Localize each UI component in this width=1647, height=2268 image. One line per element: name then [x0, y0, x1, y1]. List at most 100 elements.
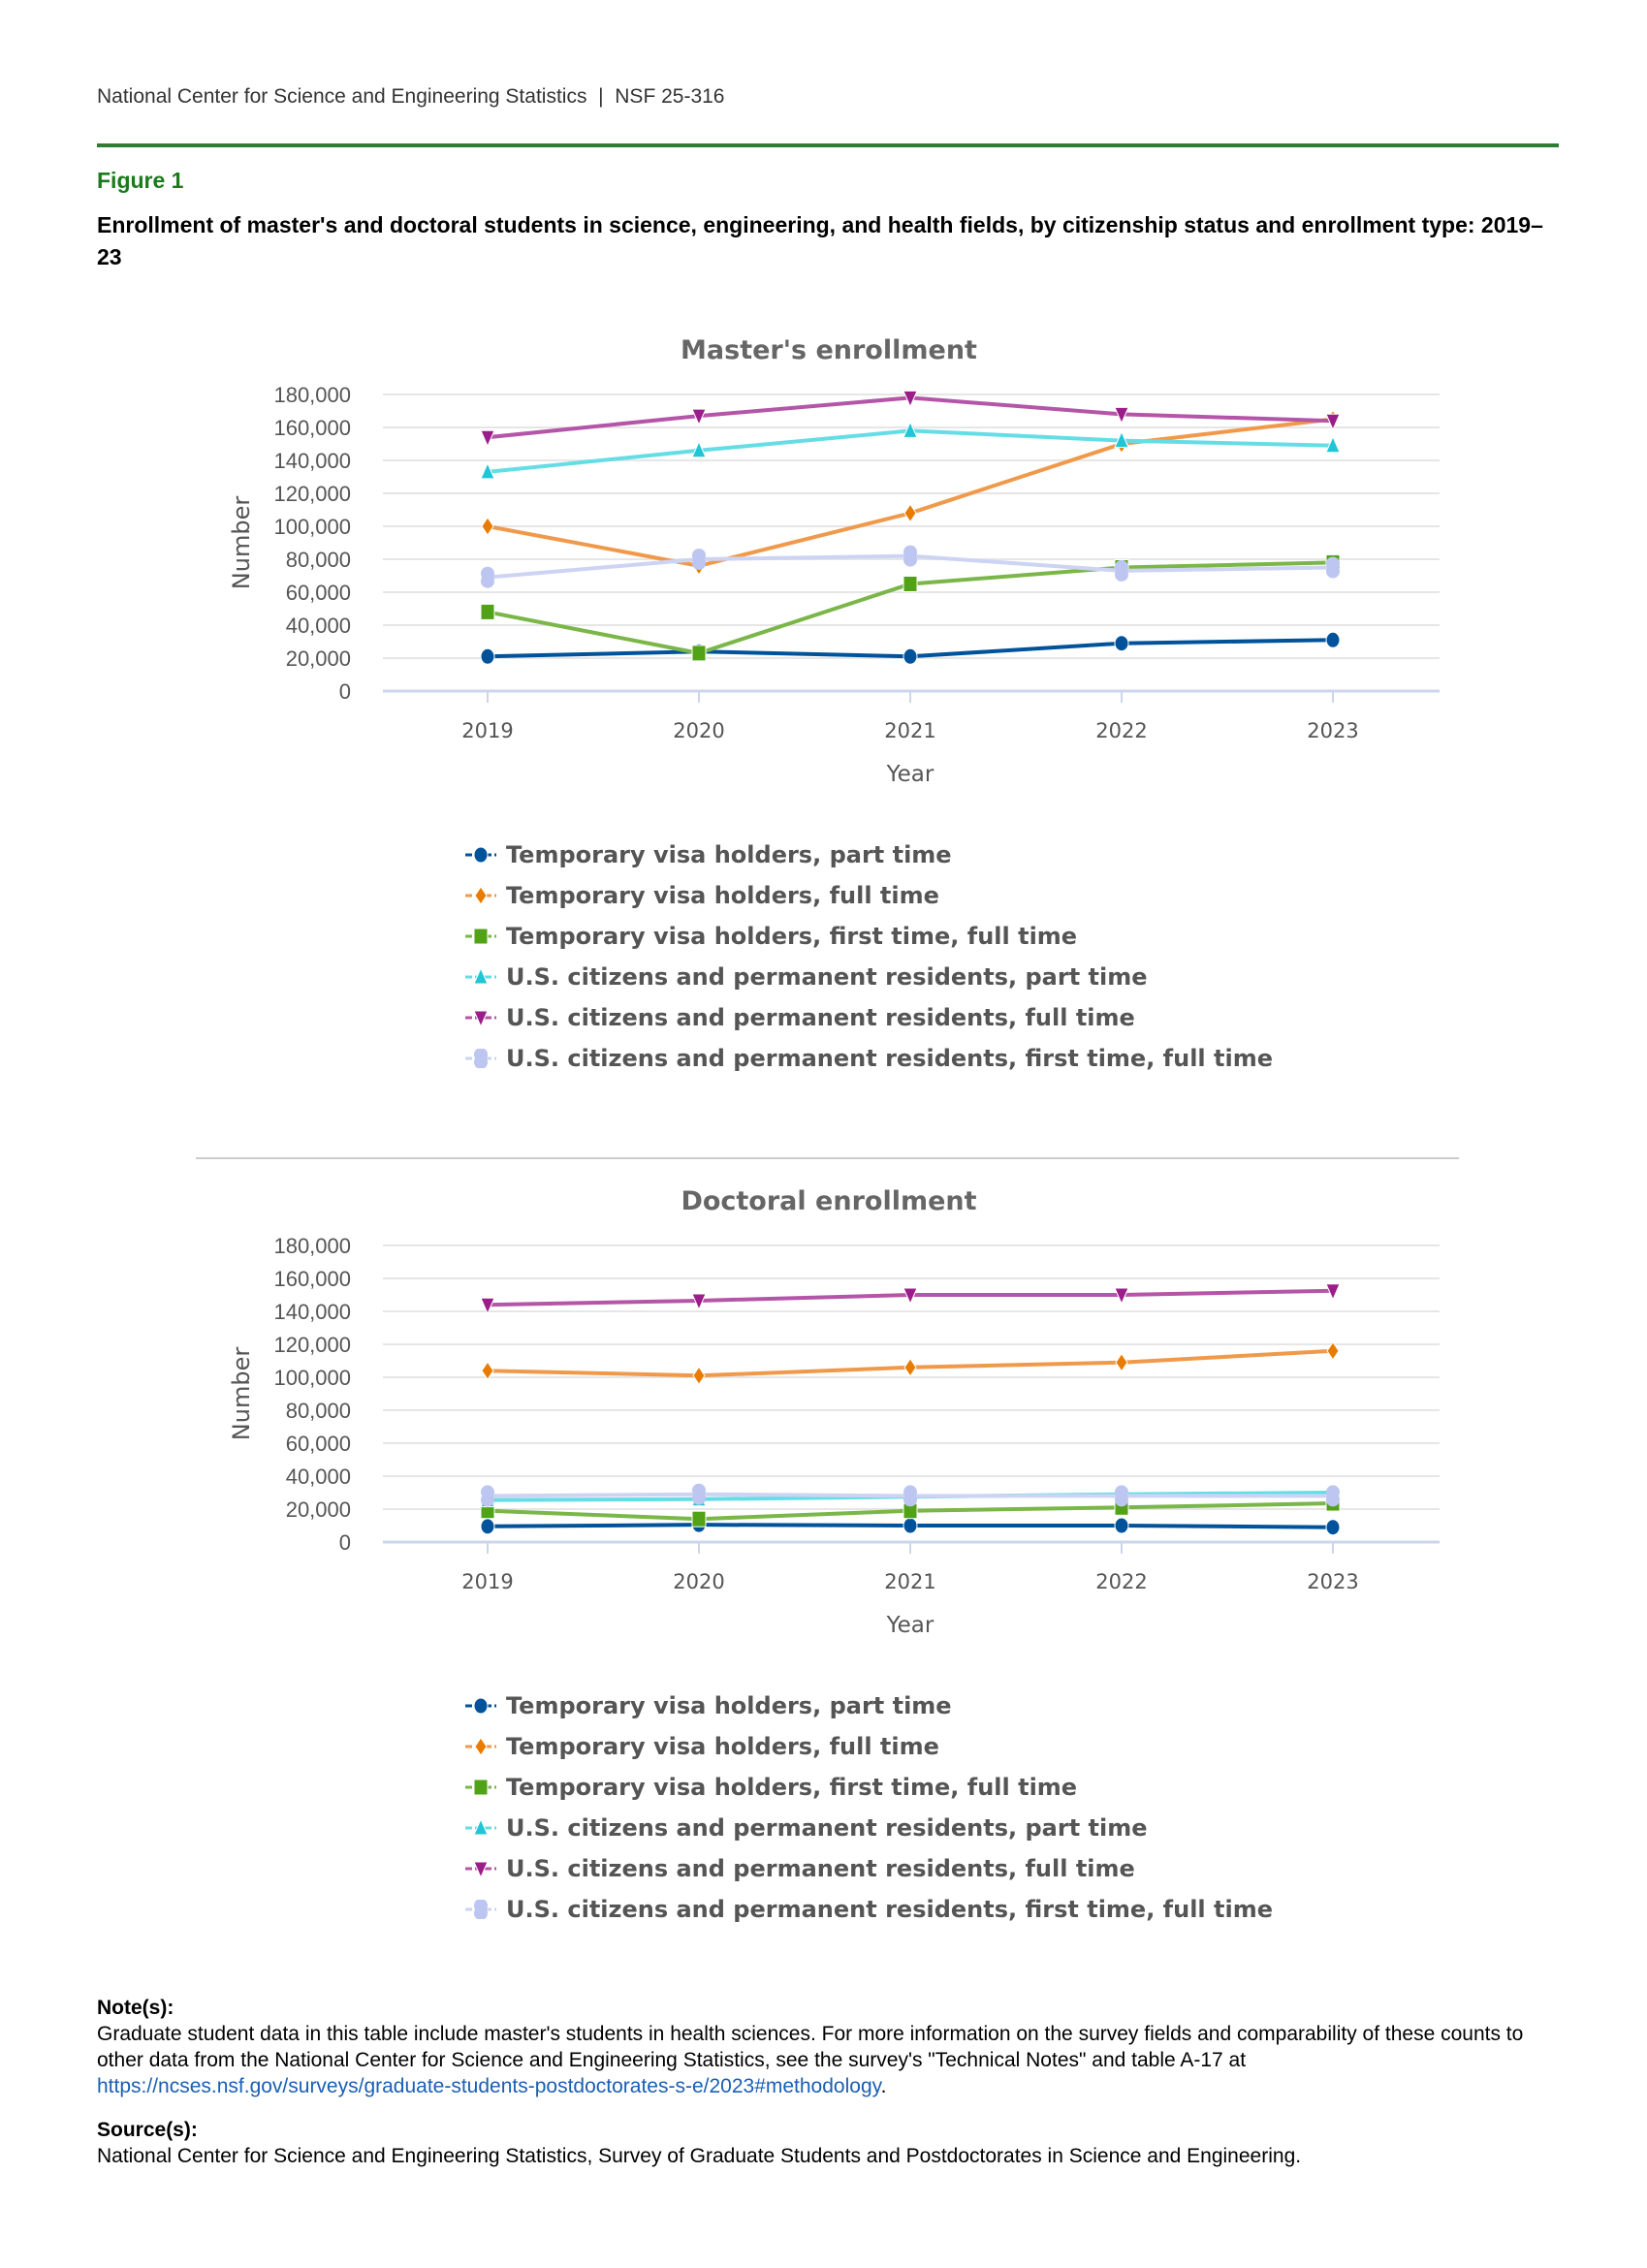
- legend-symbol: [474, 886, 488, 905]
- masters-legend: Temporary visa holders, part time Tempora…: [465, 835, 1273, 1079]
- series-5: [481, 1483, 1340, 1507]
- legend-label: U.S. citizens and permanent residents, f…: [506, 1896, 1273, 1923]
- data-point: [692, 1483, 706, 1505]
- data-point: [1115, 1352, 1128, 1372]
- data-point: [1326, 556, 1340, 579]
- legend-item[interactable]: Temporary visa holders, part time: [465, 1685, 1273, 1726]
- legend-marker-icon: [465, 1049, 496, 1068]
- legend-item[interactable]: U.S. citizens and permanent residents, f…: [465, 1889, 1273, 1930]
- x-tick-label: 2021: [884, 719, 935, 742]
- x-tick-label: 2022: [1095, 1570, 1147, 1593]
- data-point: [1115, 1485, 1128, 1507]
- legend-symbol: [473, 1861, 489, 1878]
- data-point: [1325, 413, 1341, 431]
- legend-symbol: [473, 1779, 489, 1796]
- chart-title: Master's enrollment: [681, 335, 977, 365]
- data-point: [1114, 406, 1129, 425]
- data-point: [481, 566, 494, 588]
- legend-symbol: [474, 1737, 488, 1756]
- legend-item[interactable]: U.S. citizens and permanent residents, f…: [465, 1038, 1273, 1079]
- legend-label: Temporary visa holders, first time, full…: [506, 923, 1078, 950]
- y-tick-label: 160,000: [273, 1267, 351, 1291]
- legend-symbol: [473, 1697, 489, 1715]
- legend-item[interactable]: U.S. citizens and permanent residents, p…: [465, 1808, 1273, 1848]
- data-point: [481, 517, 494, 536]
- data-point: [903, 1517, 918, 1534]
- doctoral-legend: Temporary visa holders, part time Tempora…: [465, 1685, 1273, 1930]
- figure-label: Figure 1: [97, 168, 184, 193]
- y-tick-label: 180,000: [273, 383, 351, 407]
- data-point: [903, 503, 917, 523]
- legend-item[interactable]: Temporary visa holders, full time: [465, 1726, 1273, 1767]
- legend-item[interactable]: Temporary visa holders, part time: [465, 835, 1273, 875]
- legend-label: Temporary visa holders, first time, full…: [506, 1774, 1078, 1801]
- header-rule: [97, 143, 1559, 147]
- data-point: [480, 461, 495, 480]
- masters-chart: Master's enrollment 0 20,000 40,000 60,000 80…: [228, 335, 1440, 787]
- data-point: [903, 1357, 917, 1377]
- legend-item[interactable]: Temporary visa holders, full time: [465, 875, 1273, 916]
- data-point: [1114, 1287, 1129, 1306]
- notes-label: Note(s):: [97, 1997, 174, 2019]
- y-tick-label: 140,000: [273, 1300, 351, 1324]
- data-point: [1114, 430, 1129, 449]
- report-number: NSF 25-316: [615, 85, 725, 108]
- org-name: National Center for Science and Engineer…: [97, 85, 587, 108]
- data-point: [481, 1485, 494, 1507]
- data-point: [903, 1485, 917, 1507]
- legend-symbol: [473, 846, 489, 864]
- y-tick-label: 0: [339, 1530, 351, 1555]
- chart-title: Doctoral enrollment: [681, 1186, 976, 1216]
- y-tick-label: 40,000: [286, 1465, 351, 1489]
- x-tick-label: 2023: [1307, 1570, 1358, 1593]
- legend-item[interactable]: U.S. citizens and permanent residents, f…: [465, 997, 1273, 1038]
- y-tick-label: 80,000: [286, 1399, 351, 1423]
- legend-symbol: [474, 1900, 488, 1919]
- legend-marker-icon: [465, 1779, 496, 1796]
- data-point: [1114, 1517, 1129, 1534]
- sources-label: Source(s):: [97, 2119, 198, 2141]
- y-tick-label: 20,000: [286, 646, 351, 671]
- legend-symbol: [473, 967, 489, 985]
- x-axis-label: Year: [886, 762, 934, 787]
- legend-item[interactable]: U.S. citizens and permanent residents, p…: [465, 957, 1273, 997]
- legend-marker-icon: [465, 886, 496, 905]
- legend-label: Temporary visa holders, full time: [506, 1733, 939, 1760]
- y-tick-label: 100,000: [273, 1366, 351, 1390]
- x-tick-label: 2019: [461, 719, 513, 742]
- legend-symbol: [473, 928, 489, 945]
- data-point: [903, 576, 918, 592]
- y-axis-label: Number: [228, 496, 255, 590]
- legend-marker-icon: [465, 928, 496, 945]
- legend-label: U.S. citizens and permanent residents, f…: [506, 1004, 1135, 1031]
- sources-text: National Center for Science and Engineer…: [97, 2145, 1302, 2167]
- y-tick-label: 80,000: [286, 548, 351, 572]
- legend-symbol: [473, 1010, 489, 1027]
- data-point: [1326, 1340, 1340, 1361]
- data-point: [1325, 1283, 1341, 1301]
- data-point: [481, 1361, 494, 1381]
- series-4: [480, 1283, 1341, 1315]
- legend-marker-icon: [465, 967, 496, 985]
- x-tick-label: 2023: [1307, 719, 1358, 742]
- legend-label: U.S. citizens and permanent residents, p…: [506, 1814, 1148, 1842]
- data-point: [480, 647, 495, 665]
- legend-label: U.S. citizens and permanent residents, p…: [506, 963, 1148, 991]
- x-tick-label: 2019: [461, 1570, 513, 1593]
- data-point: [691, 408, 707, 426]
- legend-marker-icon: [465, 1697, 496, 1715]
- data-point: [1114, 635, 1129, 652]
- series-0: [480, 1516, 1341, 1536]
- report-header: National Center for Science and Engineer…: [97, 85, 725, 109]
- legend-marker-icon: [465, 1010, 496, 1027]
- legend-item[interactable]: U.S. citizens and permanent residents, f…: [465, 1848, 1273, 1889]
- methodology-link[interactable]: https://ncses.nsf.gov/surveys/graduate-s…: [97, 2075, 881, 2097]
- legend-label: Temporary visa holders, full time: [506, 882, 939, 909]
- legend-item[interactable]: Temporary visa holders, first time, full…: [465, 1767, 1273, 1808]
- data-point: [1325, 1519, 1341, 1536]
- legend-label: Temporary visa holders, part time: [506, 841, 952, 868]
- data-point: [903, 390, 918, 408]
- data-point: [903, 647, 918, 665]
- legend-item[interactable]: Temporary visa holders, first time, full…: [465, 916, 1273, 957]
